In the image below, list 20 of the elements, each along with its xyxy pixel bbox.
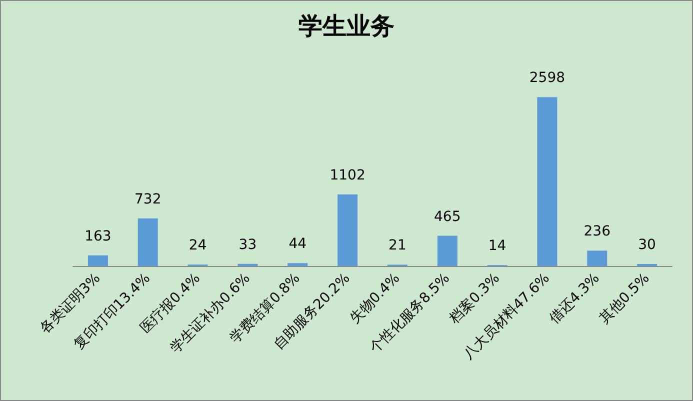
data-label: 24	[188, 237, 207, 254]
data-label: 33	[238, 236, 257, 253]
bar	[338, 194, 358, 266]
data-label: 236	[584, 224, 611, 240]
bar	[537, 97, 558, 266]
bar	[587, 250, 608, 266]
data-label: 465	[434, 208, 461, 225]
data-label: 163	[84, 228, 112, 244]
data-label: 14	[488, 238, 506, 254]
data-label: 21	[388, 238, 406, 254]
data-label: 2598	[529, 70, 566, 86]
bar	[437, 236, 458, 266]
chart-title: 学生业务	[298, 12, 394, 40]
bar	[88, 255, 108, 266]
data-label: 30	[638, 237, 656, 254]
bar	[138, 218, 158, 266]
data-label: 732	[134, 191, 162, 208]
data-label: 1102	[330, 167, 366, 184]
bar	[288, 263, 308, 266]
data-label: 44	[288, 236, 307, 252]
